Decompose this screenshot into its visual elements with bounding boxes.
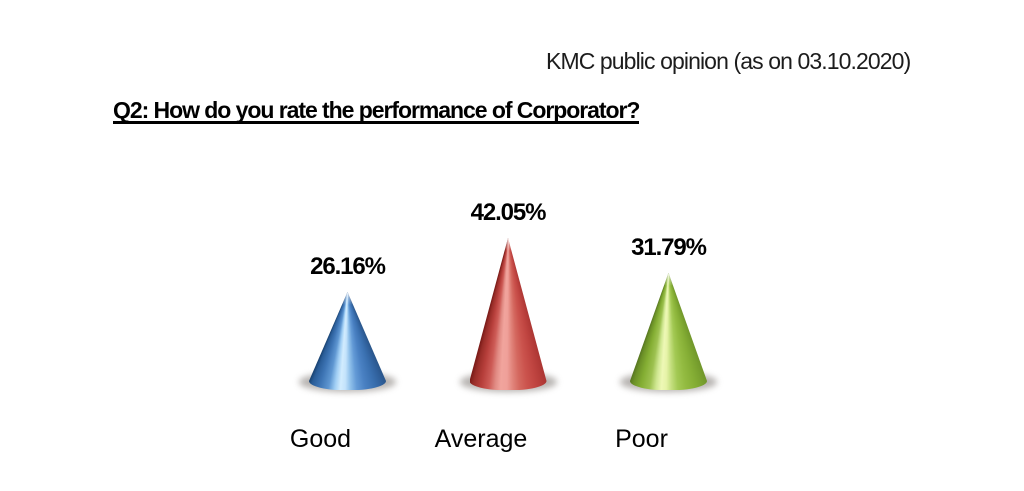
chart-title-text: Q2: How do you rate the performance of C… — [113, 97, 640, 124]
cone-tip-highlight — [309, 292, 386, 305]
cone-good[interactable] — [309, 292, 386, 390]
category-label-poor: Poor — [615, 425, 668, 453]
category-label-good: Good — [289, 425, 352, 453]
value-label-good: 26.16% — [310, 253, 386, 281]
cone-tip-highlight — [470, 238, 547, 251]
chart-title: Q2: How do you rate the performance of C… — [113, 97, 640, 124]
category-label-average: Average — [434, 425, 528, 453]
cone-tip-highlight — [630, 273, 707, 286]
cone-average[interactable] — [470, 238, 547, 390]
value-label-poor: 31.79% — [631, 233, 707, 261]
chart-note: KMC public opinion (as on 03.10.2020) — [546, 48, 911, 74]
value-label-average: 42.05% — [470, 199, 547, 227]
cone-poor[interactable] — [630, 273, 707, 391]
